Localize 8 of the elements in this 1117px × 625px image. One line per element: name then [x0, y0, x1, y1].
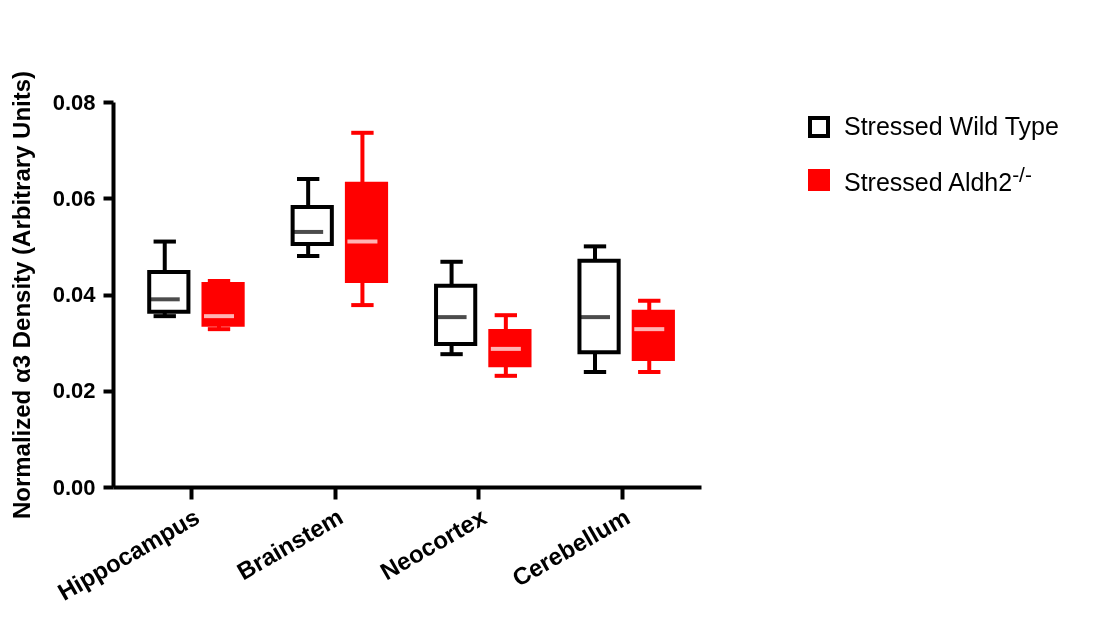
y-axis-title: Normalized α3 Density (Arbitrary Units) — [7, 70, 35, 520]
y-tick-label: 0.06 — [52, 185, 96, 211]
y-tick-label: 0.02 — [52, 378, 96, 404]
legend-label: Stressed Aldh2$^{-/-}$ — [844, 163, 1032, 198]
legend-label: Stressed Wild Type — [844, 112, 1059, 141]
y-tick-label: 0.08 — [52, 89, 96, 115]
y-tick-label: 0.00 — [52, 474, 96, 500]
y-tick-label: 0.04 — [52, 282, 97, 307]
